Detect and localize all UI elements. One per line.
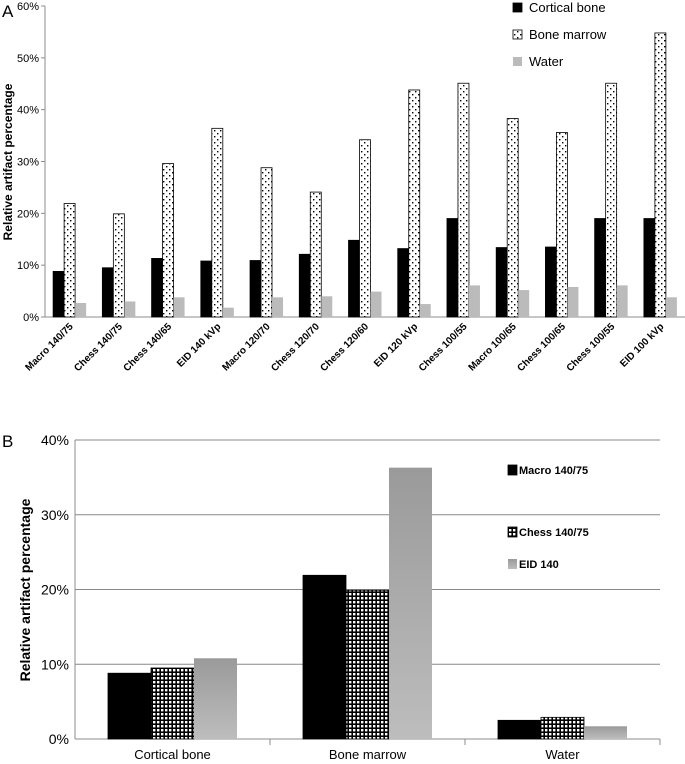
a-bar-bone-marrow [211,127,224,318]
panel-label-b: B [2,432,13,451]
b-bar-chess-140-75 [150,667,195,740]
a-bar-bone-marrow [506,118,519,318]
a-x-tick-label: Macro 120/70 [220,321,273,374]
panel-label-a: A [2,2,14,21]
a-bar-cortical-bone [52,270,65,318]
a-x-tick-label: EID 120 kVp [372,321,420,369]
b-legend-label: EID 140 [519,559,559,571]
a-legend-swatch [513,57,522,66]
a-x-tick-label: Chess 120/60 [319,321,372,374]
a-bar-bone-marrow [359,139,371,318]
a-y-tick-label: 50% [17,53,39,65]
a-bar-cortical-bone [348,239,360,318]
b-x-tick-label: Water [545,747,580,762]
a-bar-bone-marrow [457,82,470,318]
a-bar-cortical-bone [200,260,213,318]
a-y-tick-label: 10% [17,260,39,272]
a-x-tick-label: Macro 140/75 [24,321,77,374]
a-bar-cortical-bone [643,218,656,318]
a-bar-cortical-bone [397,248,410,318]
a-x-tick-label: Chess 140/65 [122,321,175,374]
a-bar-bone-marrow [556,132,568,318]
b-bar-macro-140-75 [497,719,542,740]
b-y-tick-label: 20% [41,582,69,598]
b-legend-swatch [507,526,518,538]
a-bar-water [124,301,136,317]
b-legend-swatch [508,559,517,569]
a-bar-water [567,286,579,317]
a-bar-bone-marrow [260,167,273,318]
a-legend-label: Cortical bone [529,0,606,15]
a-bar-cortical-bone [495,247,508,318]
b-bar-macro-140-75 [107,672,152,740]
a-x-tick-label: Macro 100/65 [467,321,520,374]
b-bar-chess-140-75 [540,716,585,740]
a-bar-cortical-bone [151,258,163,318]
a-y-tick-label: 20% [17,208,39,220]
b-bar-chess-140-75 [345,589,390,740]
b-bar-eid-140 [584,726,627,739]
a-bar-cortical-bone [594,218,607,318]
a-bar-bone-marrow [309,191,322,318]
a-legend-swatch [512,29,523,40]
b-y-tick-label: 0% [49,731,69,747]
a-bar-cortical-bone [446,218,459,318]
a-y-tick-label: 30% [17,157,39,169]
b-bar-eid-140 [389,467,432,739]
a-bar-water [518,290,530,317]
b-legend-label: Chess 140/75 [519,527,589,539]
a-bar-cortical-bone [545,246,557,318]
a-y-tick-label: 0% [23,312,39,324]
a-bar-water [272,297,284,317]
a-x-tick-label: Chess 120/70 [269,321,322,374]
a-bar-bone-marrow [63,203,76,318]
a-legend-label: Bone marrow [529,27,607,42]
a-bar-water [75,303,87,317]
a-bar-cortical-bone [101,267,114,318]
a-bar-bone-marrow [112,213,125,318]
a-bar-water [419,304,431,317]
a-bar-bone-marrow [605,82,618,318]
a-x-tick-label: Chess 140/75 [72,321,125,374]
b-x-tick-label: Cortical bone [134,747,211,762]
b-y-tick-label: 30% [41,507,69,523]
a-bar-water [468,285,480,317]
b-legend-swatch [507,464,518,476]
b-y-tick-label: 10% [41,656,69,672]
a-bar-bone-marrow [408,89,421,318]
a-x-tick-label: EID 140 kVp [175,321,223,369]
a-x-tick-label: Chess 100/55 [417,321,470,374]
a-x-tick-label: EID 100 kVp [618,321,666,369]
a-bar-water [616,285,628,317]
a-bar-cortical-bone [298,253,311,318]
a-bar-bone-marrow [162,163,174,318]
a-bar-water [222,307,234,317]
a-bar-cortical-bone [249,260,262,318]
a-legend-label: Water [529,54,564,69]
a-y-tick-label: 60% [17,1,39,13]
a-y-tick-label: 40% [17,105,39,117]
b-y-tick-label: 40% [41,432,69,448]
b-bar-eid-140 [194,658,237,739]
a-bar-water [321,296,333,317]
a-y-axis-label: Relative artifact percentage [1,83,15,240]
a-bar-water [665,297,677,317]
b-y-axis-label: Relative artifact percentage [17,498,33,681]
a-legend-swatch [512,2,523,13]
a-bar-bone-marrow [654,32,667,318]
a-bar-water [173,297,185,317]
a-x-tick-label: Chess 100/55 [565,321,618,374]
b-legend-label: Macro 140/75 [519,465,588,477]
a-x-tick-label: Chess 100/65 [515,321,568,374]
b-bar-macro-140-75 [302,574,347,740]
b-x-tick-label: Bone marrow [329,747,407,762]
a-bar-water [370,291,382,317]
